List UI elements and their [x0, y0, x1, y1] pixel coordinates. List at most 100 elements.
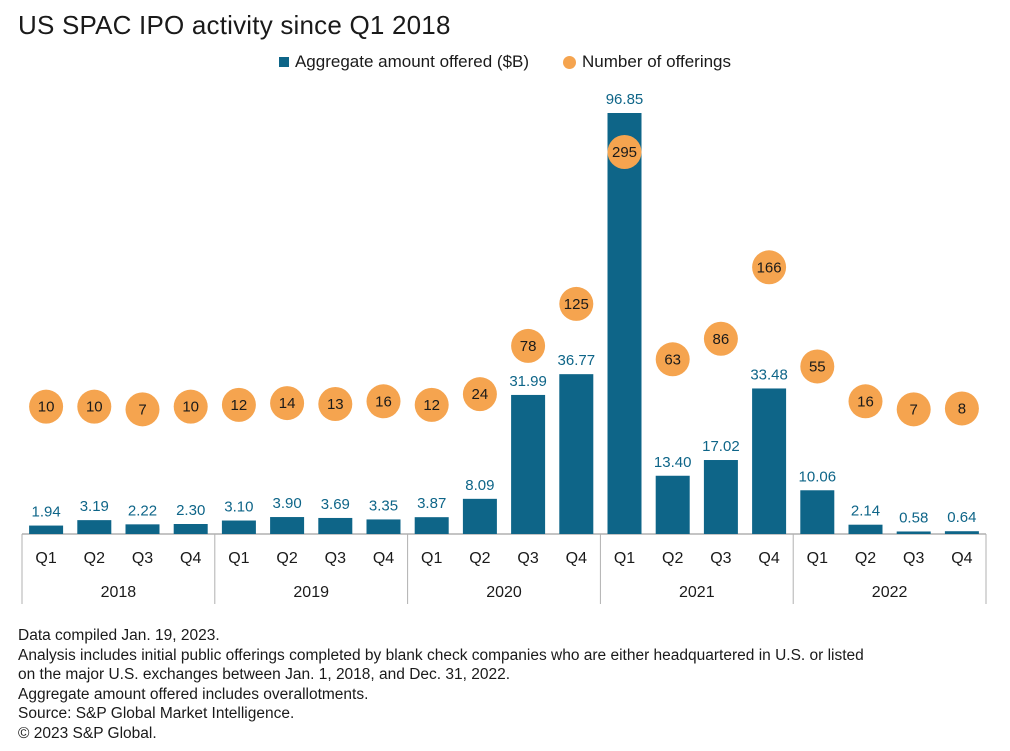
x-tick-label: Q2 — [84, 550, 105, 567]
bar-value-label: 3.90 — [272, 495, 301, 512]
x-tick-label: Q3 — [710, 550, 731, 567]
year-label: 2018 — [101, 584, 137, 601]
bar-amount — [752, 388, 787, 534]
x-tick-label: Q3 — [325, 550, 346, 567]
bar-amount — [511, 394, 546, 534]
dot-offerings — [703, 321, 738, 356]
dot-offerings — [607, 135, 642, 170]
dot-value-label: 86 — [713, 331, 730, 348]
chart-plot: 1.94 10 Q1 3.19 10 Q2 2.22 7 Q3 2.30 10 Q4 3.10 12 Q1 3… — [21, 91, 987, 604]
dot-offerings — [414, 387, 449, 422]
chart-legend: Aggregate amount offered ($B) Number of … — [0, 52, 1010, 72]
dot-offerings — [318, 386, 353, 421]
x-tick-label: Q4 — [180, 550, 201, 567]
dot-value-label: 14 — [279, 395, 296, 412]
bar-value-label: 96.85 — [606, 91, 644, 108]
x-tick-label: Q1 — [228, 550, 249, 567]
dot-value-label: 16 — [857, 393, 874, 410]
note-line: © 2023 S&P Global. — [18, 724, 157, 742]
dot-value-label: 24 — [472, 386, 489, 403]
dot-offerings — [800, 349, 835, 384]
bar-amount — [462, 498, 497, 534]
bar-amount — [125, 524, 160, 534]
x-tick-label: Q4 — [373, 550, 394, 567]
dot-offerings — [221, 387, 256, 422]
x-tick-label: Q2 — [662, 550, 683, 567]
year-label: 2019 — [293, 584, 329, 601]
x-tick-label: Q1 — [35, 550, 56, 567]
bar-amount — [944, 531, 979, 534]
x-tick-label: Q4 — [566, 550, 587, 567]
bar-amount — [848, 524, 883, 534]
bar-amount — [414, 517, 449, 534]
chart-title: US SPAC IPO activity since Q1 2018 — [18, 10, 451, 40]
x-tick-label: Q2 — [469, 550, 490, 567]
bar-amount — [703, 460, 738, 534]
bar-value-label: 3.19 — [80, 498, 109, 515]
x-tick-label: Q1 — [807, 550, 828, 567]
legend-label-amount: Aggregate amount offered ($B) — [294, 52, 530, 71]
year-label: 2022 — [872, 584, 908, 601]
dot-value-label: 166 — [757, 259, 782, 276]
legend-swatch-offerings — [563, 55, 577, 69]
bar-amount — [366, 519, 401, 534]
dot-offerings — [752, 250, 787, 285]
dot-offerings — [29, 389, 64, 424]
bar-amount — [29, 525, 64, 534]
x-tick-label: Q2 — [855, 550, 876, 567]
x-tick-label: Q4 — [758, 550, 779, 567]
dot-value-label: 13 — [327, 396, 344, 413]
dot-offerings — [125, 392, 160, 427]
legend-label-offerings: Number of offerings — [582, 52, 732, 71]
dot-offerings — [77, 389, 112, 424]
bar-amount — [221, 520, 256, 534]
dot-value-label: 78 — [520, 338, 537, 355]
note-line: Source: S&P Global Market Intelligence. — [18, 705, 295, 722]
x-tick-label: Q3 — [132, 550, 153, 567]
bar-value-label: 3.87 — [417, 495, 446, 512]
bar-value-label: 10.06 — [799, 468, 837, 485]
year-label: 2021 — [679, 584, 715, 601]
x-tick-label: Q3 — [517, 550, 538, 567]
bar-value-label: 13.40 — [654, 454, 692, 471]
note-line: Analysis includes initial public offerin… — [18, 646, 864, 664]
dot-value-label: 63 — [664, 351, 681, 368]
year-label: 2020 — [486, 584, 522, 601]
bar-value-label: 0.58 — [899, 509, 928, 526]
legend-swatch-amount — [278, 57, 289, 67]
bar-amount — [800, 490, 835, 534]
bar-value-label: 8.09 — [465, 477, 494, 494]
bar-amount — [173, 524, 208, 534]
dot-offerings — [896, 392, 931, 427]
bar-amount — [77, 520, 112, 534]
bar-amount — [896, 531, 931, 534]
dot-value-label: 7 — [910, 401, 918, 418]
dot-offerings — [270, 386, 305, 421]
dot-value-label: 295 — [612, 144, 637, 161]
chart-notes: Data compiled Jan. 19, 2023. Analysis in… — [18, 626, 998, 743]
dot-offerings — [559, 286, 594, 321]
x-tick-label: Q1 — [614, 550, 635, 567]
bar-value-label: 2.22 — [128, 502, 157, 519]
note-line: Aggregate amount offered includes overal… — [18, 685, 369, 703]
dot-offerings — [173, 389, 208, 424]
bar-value-label: 36.77 — [558, 352, 596, 369]
bar-value-label: 2.30 — [176, 502, 205, 519]
bar-value-label: 3.69 — [321, 496, 350, 513]
bar-value-label: 3.10 — [224, 499, 253, 516]
dot-value-label: 16 — [375, 393, 392, 410]
bar-value-label: 0.64 — [947, 509, 976, 526]
dot-value-label: 55 — [809, 358, 826, 375]
note-line: on the major U.S. exchanges between Jan.… — [18, 666, 511, 683]
legend-item-offerings: Number of offerings — [563, 52, 731, 72]
bar-value-label: 2.14 — [851, 503, 880, 520]
x-tick-label: Q3 — [903, 550, 924, 567]
x-tick-label: Q2 — [276, 550, 297, 567]
bar-amount — [655, 475, 690, 534]
dot-value-label: 125 — [564, 296, 589, 313]
bar-amount — [607, 113, 642, 534]
dot-value-label: 10 — [38, 399, 55, 416]
dot-value-label: 10 — [182, 399, 199, 416]
x-tick-label: Q4 — [951, 550, 972, 567]
bar-value-label: 33.48 — [750, 366, 788, 383]
